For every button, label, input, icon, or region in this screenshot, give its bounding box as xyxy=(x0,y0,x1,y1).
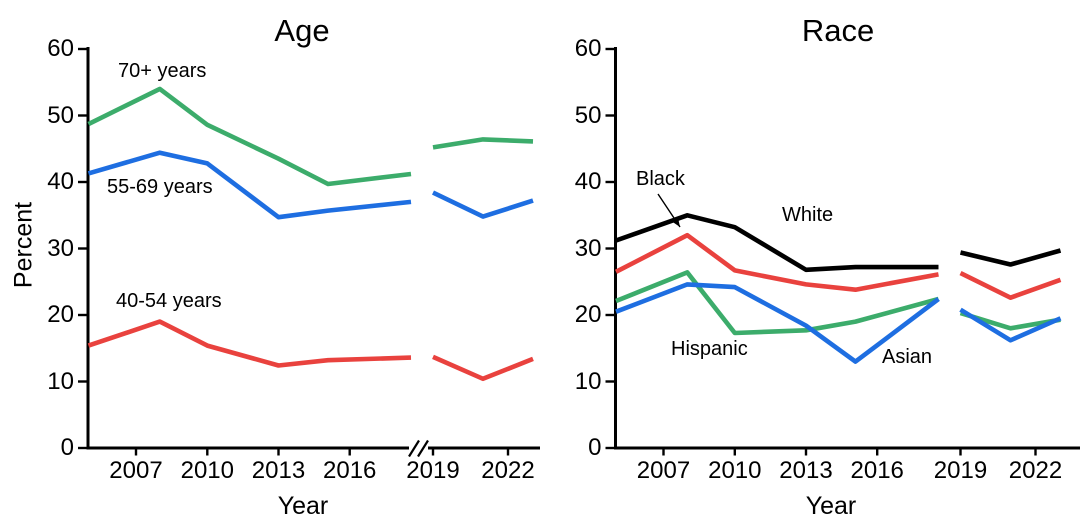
age-x-tick-label-2019: 2019 xyxy=(406,457,460,484)
race-x-tick-label-2016: 2016 xyxy=(850,457,904,484)
age-x-tick-label-2010: 2010 xyxy=(180,457,234,484)
series-line-70-years-seg2 xyxy=(432,137,534,150)
series-label-40-54-years: 40-54 years xyxy=(116,290,222,312)
race-y-tick-label-0: 0 xyxy=(588,434,602,461)
age-x-tick-label-2007: 2007 xyxy=(109,457,163,484)
age-y-tick-label-30: 30 xyxy=(47,234,74,262)
series-line-55-69-years-seg1 xyxy=(87,150,412,220)
age-y-tick-label-50: 50 xyxy=(47,101,74,129)
race-y-tick-label-60: 60 xyxy=(574,35,602,62)
age-axis-break-slash-1 xyxy=(408,439,420,458)
age-x-tick-label-2022: 2022 xyxy=(481,457,535,484)
age-axis xyxy=(86,47,409,450)
series-line-asian-seg2 xyxy=(959,307,1062,343)
series-line-55-69-years-seg2 xyxy=(432,190,534,219)
race-x-tick-label-2007: 2007 xyxy=(636,457,691,484)
age-y-tick-label-40: 40 xyxy=(47,168,74,195)
race-x-tick-label-2019: 2019 xyxy=(933,457,988,484)
race-y-tick-label-20: 20 xyxy=(574,301,602,328)
race-x-tick-label-2010: 2010 xyxy=(708,457,762,484)
series-line-black-seg2 xyxy=(959,271,1062,301)
series-label-black: Black xyxy=(636,168,685,190)
series-line-black-seg1 xyxy=(614,232,939,293)
age-y-tick-label-20: 20 xyxy=(47,301,74,328)
race-y-tick-label-40: 40 xyxy=(574,168,602,195)
series-line-white-seg1 xyxy=(615,213,939,273)
race-x-tick-label-2013: 2013 xyxy=(779,457,833,484)
race-y-tick-label-10: 10 xyxy=(574,367,602,395)
age-y-tick-label-0: 0 xyxy=(60,434,74,461)
age-y-tick-label-10: 10 xyxy=(47,367,74,395)
age-axis-break-slash-2 xyxy=(417,439,429,458)
race-x-tick-label-2022: 2022 xyxy=(1008,457,1063,484)
series-label-70-years: 70+ years xyxy=(118,60,207,82)
series-line-hispanic-seg1 xyxy=(615,270,940,336)
series-line-70-years-seg1 xyxy=(87,86,412,187)
race-x-axis-label: Year xyxy=(805,492,857,520)
series-label-hispanic: Hispanic xyxy=(671,338,748,360)
series-line-asian-seg1 xyxy=(615,282,940,364)
age-x-axis-label: Year xyxy=(277,492,329,520)
race-panel-title: Race xyxy=(801,13,875,48)
race-y-tick-label-50: 50 xyxy=(574,101,602,129)
series-label-asian: Asian xyxy=(882,346,933,368)
race-axis xyxy=(614,47,1080,450)
age-panel-title: Age xyxy=(274,13,330,48)
race-y-tick-label-30: 30 xyxy=(574,234,602,262)
age-x-tick-label-2013: 2013 xyxy=(251,457,306,484)
annotation-arrowhead-black xyxy=(671,217,680,227)
series-label-55-69-years: 55-69 years xyxy=(107,176,213,198)
series-label-white: White xyxy=(782,204,834,226)
series-line-40-54-years-seg2 xyxy=(432,354,534,382)
series-line-40-54-years-seg1 xyxy=(87,319,412,368)
series-line-white-seg2 xyxy=(959,248,1062,267)
age-x-tick-label-2016: 2016 xyxy=(322,457,377,484)
age-y-tick-label-60: 60 xyxy=(47,35,74,62)
